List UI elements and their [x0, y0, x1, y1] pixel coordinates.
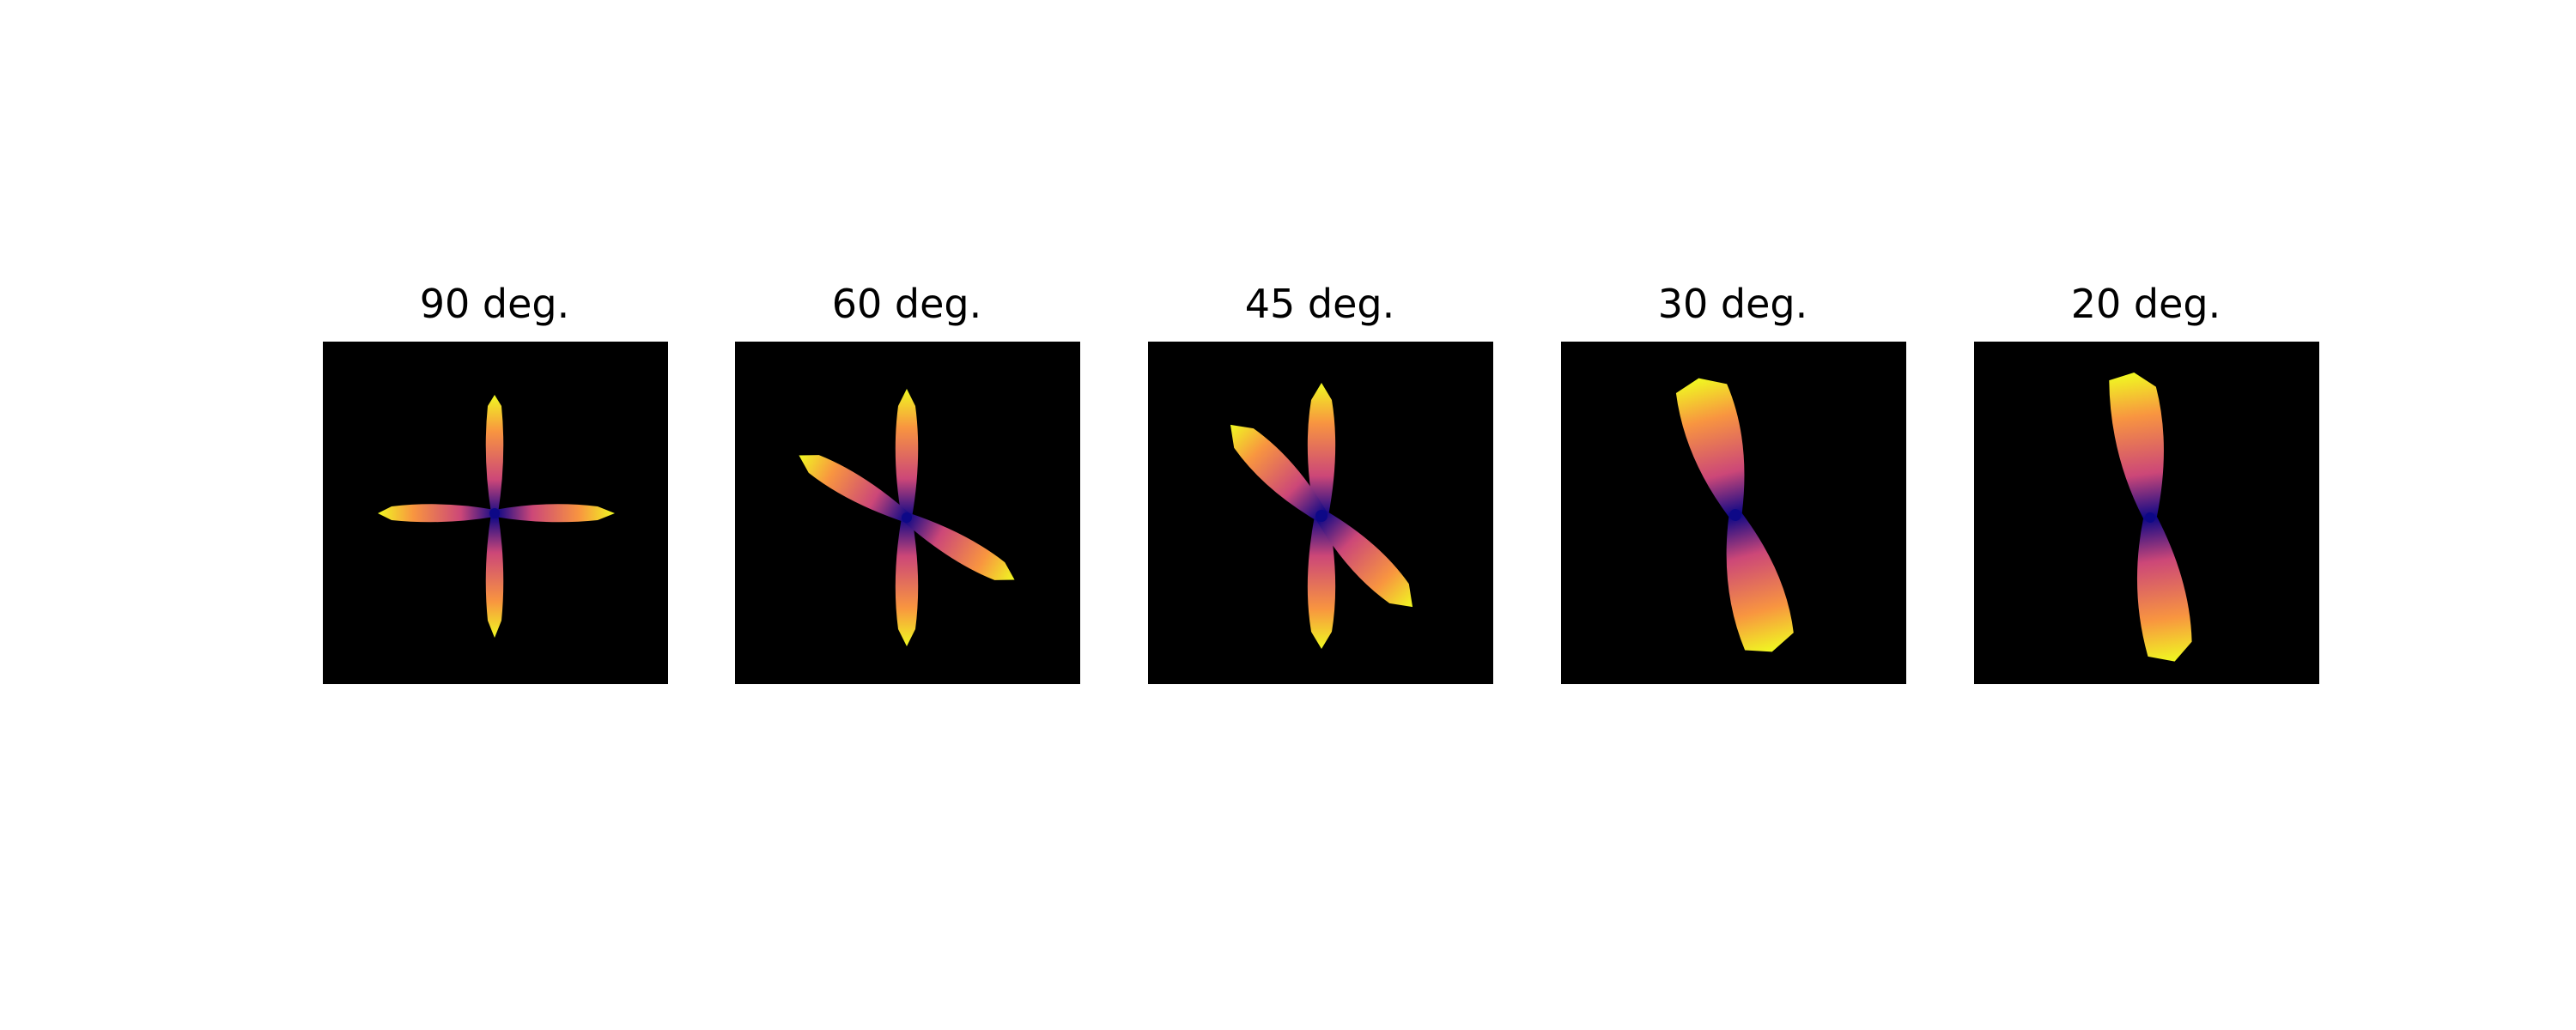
- panel-image-30: [1561, 342, 1906, 684]
- panel-image-60: [735, 342, 1080, 684]
- panel-image-45: [1148, 342, 1493, 684]
- panel-title-20: 20 deg.: [1965, 284, 2326, 324]
- odf-glyph-60: [735, 342, 1080, 684]
- odf-glyph-20: [1974, 342, 2319, 684]
- panel-title-45: 45 deg.: [1139, 284, 1500, 324]
- odf-glyph-45: [1148, 342, 1493, 684]
- odf-glyph-90: [323, 342, 668, 684]
- odf-glyph-30: [1561, 342, 1906, 684]
- panel-image-20: [1974, 342, 2319, 684]
- panel-title-30: 30 deg.: [1552, 284, 1913, 324]
- panel-title-60: 60 deg.: [726, 284, 1087, 324]
- panel-image-90: [323, 342, 668, 684]
- panel-title-90: 90 deg.: [314, 284, 675, 324]
